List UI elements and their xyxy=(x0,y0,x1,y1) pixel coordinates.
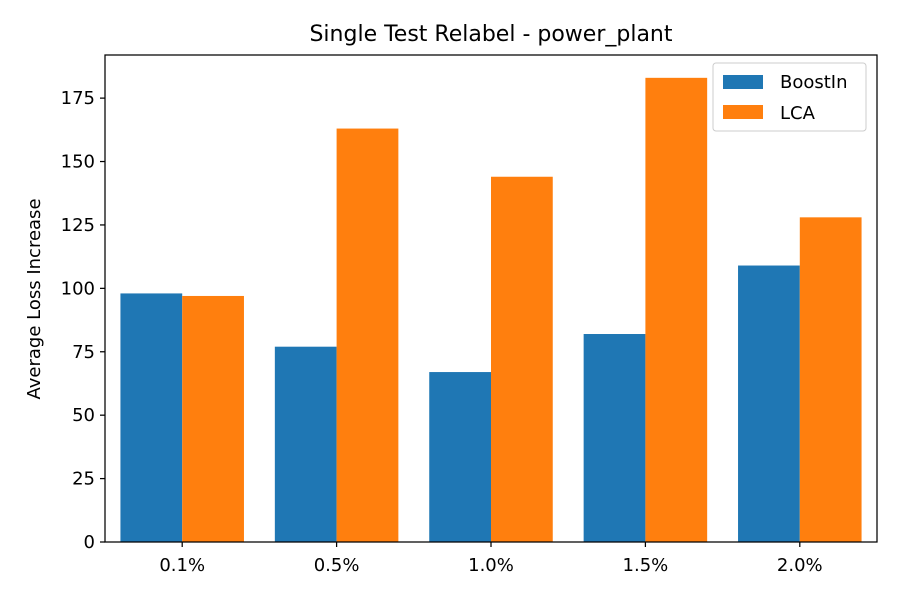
bar-lca-0 xyxy=(182,295,244,542)
y-tick-label: 100 xyxy=(61,278,95,299)
bar-boostin-3 xyxy=(583,334,646,542)
legend-label-boostin: BoostIn xyxy=(780,72,848,93)
plot-area xyxy=(104,54,878,543)
y-tick-label: 0 xyxy=(84,532,95,553)
x-tick-label: 1.5% xyxy=(623,555,669,576)
y-axis-label: Average Loss Increase xyxy=(24,198,45,399)
x-tick-label: 0.1% xyxy=(159,555,205,576)
bar-lca-4 xyxy=(799,217,862,543)
x-axis-ticks: 0.1% 0.5% 1.0% 1.5% 2.0% xyxy=(159,542,823,576)
bar-boostin-4 xyxy=(738,265,800,542)
legend-swatch-lca xyxy=(723,105,763,119)
bar-lca-1 xyxy=(336,128,399,542)
legend-swatch-boostin xyxy=(723,75,763,89)
y-tick-label: 25 xyxy=(72,469,95,490)
legend-label-lca: LCA xyxy=(780,103,816,124)
y-tick-label: 175 xyxy=(61,88,95,109)
x-tick-label: 2.0% xyxy=(777,555,823,576)
y-tick-label: 50 xyxy=(72,405,95,426)
bars-group xyxy=(120,77,862,543)
x-tick-label: 0.5% xyxy=(314,555,360,576)
x-tick-label: 1.0% xyxy=(468,555,514,576)
y-tick-label: 125 xyxy=(61,215,95,236)
y-tick-label: 150 xyxy=(61,152,95,173)
y-axis-ticks: 0 25 50 75 100 125 150 175 xyxy=(61,88,105,553)
bar-boostin-0 xyxy=(120,293,183,542)
chart-title: Single Test Relabel - power_plant xyxy=(309,22,672,47)
bar-boostin-1 xyxy=(274,346,337,542)
bar-lca-3 xyxy=(645,77,708,542)
legend: BoostIn LCA xyxy=(712,62,867,132)
bar-lca-2 xyxy=(491,176,553,542)
y-tick-label: 75 xyxy=(72,342,95,363)
bar-boostin-2 xyxy=(429,372,491,542)
